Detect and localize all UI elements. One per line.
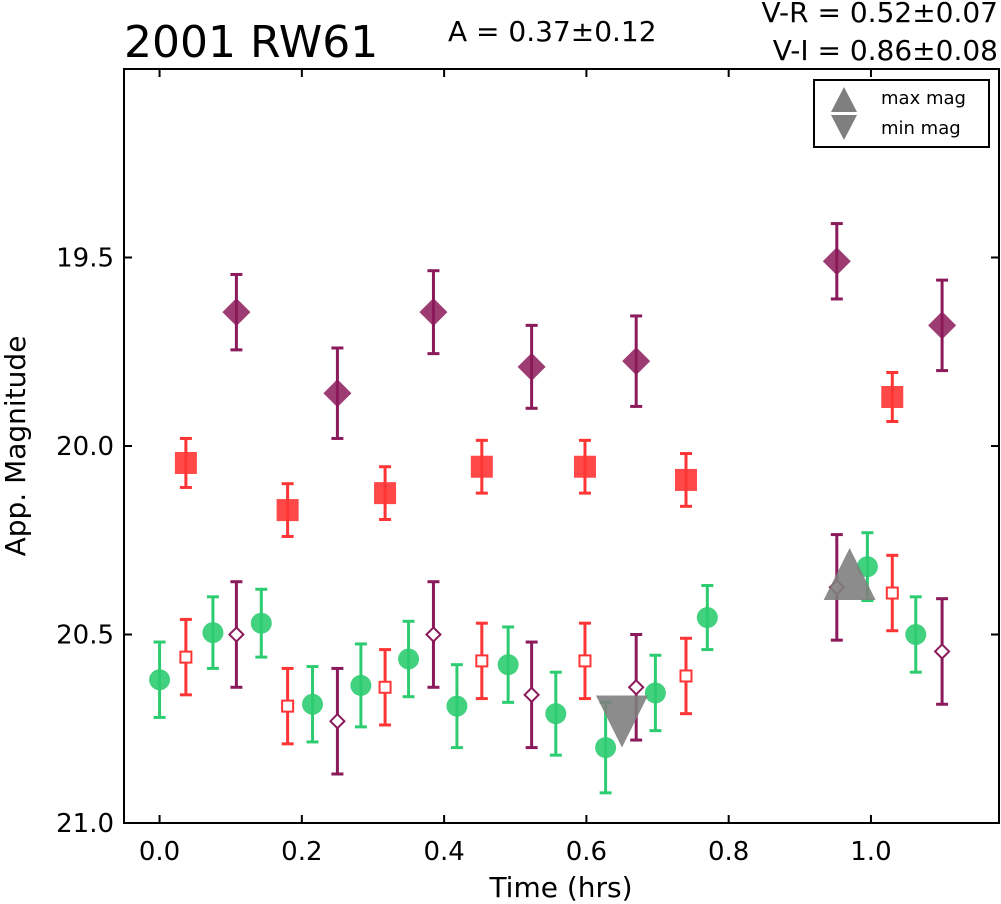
plot-frame [123,68,1000,824]
y-tick-label: 19.5 [56,244,114,274]
data-point [276,499,299,522]
color-vr-label: V-R = 0.52±0.07 [762,0,998,29]
x-tick-label: 0.2 [281,837,322,867]
data-point [222,298,251,327]
data-point [374,482,397,505]
data-point [622,347,651,376]
data-point [281,699,295,713]
data-point [595,737,617,759]
x-tick-label: 0.8 [708,837,749,867]
data-point [179,650,193,664]
data-point [933,643,951,660]
series-2 [149,531,927,795]
y-tick-label: 20.5 [56,621,114,651]
data-point [905,624,927,645]
data-point [523,686,541,704]
data-point [149,669,171,691]
color-vi-label: V-I = 0.86±0.08 [773,34,998,67]
legend-min-mag-label: min mag [881,118,961,139]
data-point [679,669,693,683]
data-point [822,247,851,276]
data-point [696,607,718,629]
data-point [475,654,489,668]
data-point [517,352,546,381]
data-point [578,654,592,668]
legend-min-mag-marker [831,115,857,140]
data-point [470,455,493,478]
x-tick-label: 1.0 [850,837,891,867]
data-point [323,379,352,408]
legend: max mag min mag [813,79,990,148]
data-point [398,648,420,670]
y-tick-label: 21.0 [56,809,114,839]
data-point [302,693,324,715]
x-tick-label: 0.6 [566,837,607,867]
series-5 [823,547,876,600]
x-tick-label: 0.0 [139,837,180,867]
series-6 [595,695,648,748]
legend-max-mag-marker [831,87,857,112]
series-4 [227,533,951,776]
data-point [250,612,272,634]
data-point [497,654,519,676]
data-point [928,311,957,340]
amplitude-label: A = 0.37±0.12 [448,15,657,48]
data-point [446,695,468,717]
data-point [329,712,346,730]
x-tick-label: 0.4 [423,837,464,867]
data-point [174,451,197,474]
data-point [674,468,697,491]
data-point [573,455,596,478]
data-point [545,703,567,725]
data-point [378,680,392,694]
data-point [425,626,442,643]
series-1 [174,370,904,538]
data-point [885,586,899,600]
x-axis-label: Time (hrs) [488,871,632,904]
plot-data [149,222,957,795]
data-point [644,682,666,704]
data-point [227,626,245,643]
y-tick-label: 20.0 [56,432,114,462]
y-axis-label: App. Magnitude [0,336,32,557]
data-point [856,556,878,578]
chart-title: 2001 RW61 [124,17,378,68]
data-point [881,385,904,408]
data-point [627,678,645,696]
max-mag-marker [823,547,876,600]
series-3 [179,553,899,746]
data-point [202,622,224,644]
data-point [350,674,372,696]
data-point [419,298,448,327]
legend-max-mag-label: max mag [881,88,966,109]
series-0 [222,222,957,440]
min-mag-marker [595,695,648,748]
